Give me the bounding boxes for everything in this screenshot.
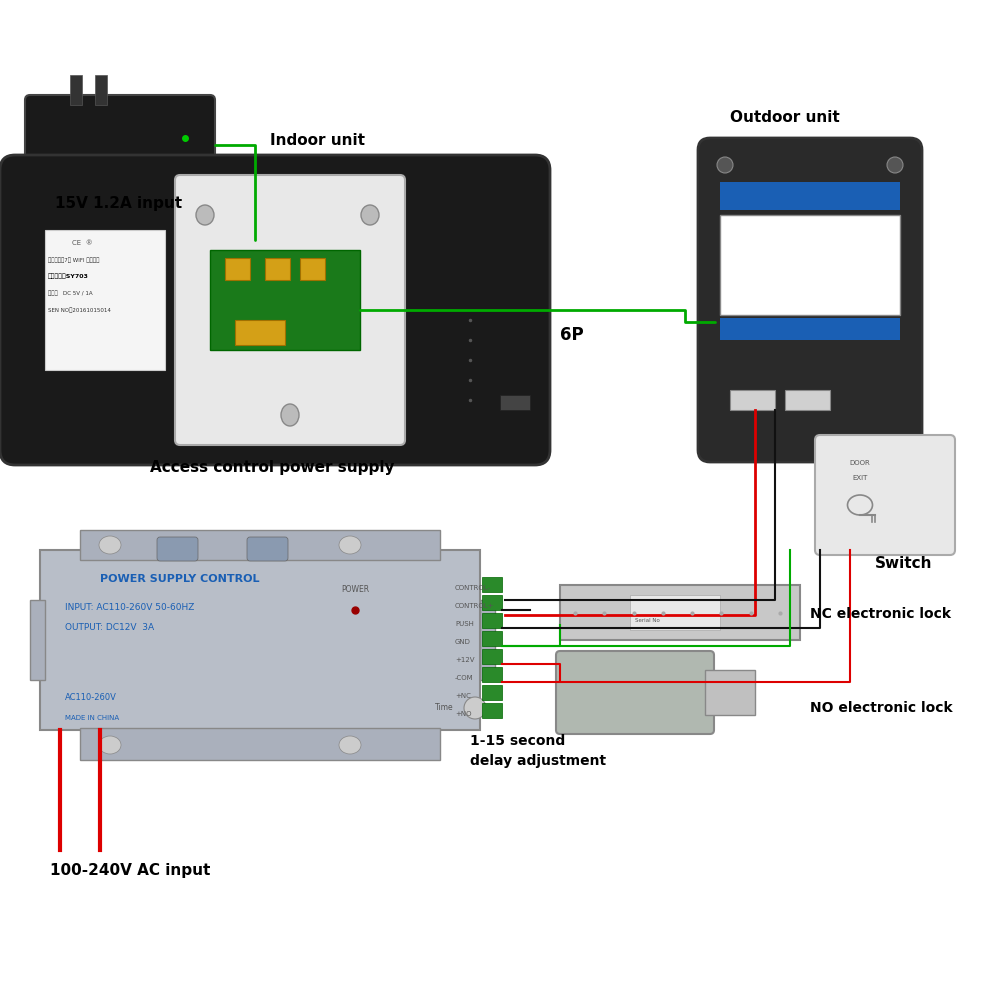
Text: +12V: +12V [455,657,475,663]
Text: SEN NO：20161015014: SEN NO：20161015014 [48,307,111,313]
FancyBboxPatch shape [157,537,198,561]
Ellipse shape [361,205,379,225]
Bar [482,613,502,628]
Ellipse shape [99,736,121,754]
Text: Time: Time [435,703,454,712]
Bar [95,75,107,105]
Text: +NC: +NC [455,693,471,699]
Ellipse shape [887,157,903,173]
Text: POWER: POWER [341,585,369,594]
Bar [70,75,82,105]
Text: EXIT: EXIT [852,475,868,481]
Text: 100-240V AC input: 100-240V AC input [50,863,210,878]
Bar [45,230,165,370]
FancyBboxPatch shape [247,537,288,561]
Bar [720,215,900,315]
Text: CONTROL-: CONTROL- [455,585,491,591]
Bar [30,600,45,680]
Bar [225,258,250,280]
Bar [482,703,502,718]
Ellipse shape [717,157,733,173]
Text: NC electronic lock: NC electronic lock [810,607,951,621]
Ellipse shape [339,736,361,754]
Text: Indoor unit: Indoor unit [270,133,365,148]
Bar [80,728,440,760]
FancyBboxPatch shape [556,651,714,734]
Bar [265,258,290,280]
Text: DOOR: DOOR [850,460,870,466]
Text: AC110-260V: AC110-260V [65,693,117,702]
FancyBboxPatch shape [0,155,550,465]
Bar [500,395,530,410]
Bar [235,320,285,345]
Ellipse shape [196,205,214,225]
Bar [560,585,800,640]
Text: 产品型号：SY703: 产品型号：SY703 [48,273,89,279]
Text: 1-15 second: 1-15 second [470,734,565,748]
Text: 6P: 6P [560,326,584,344]
Text: 电源：   DC 5V / 1A: 电源： DC 5V / 1A [48,290,93,296]
Bar [482,667,502,682]
Text: NO electronic lock: NO electronic lock [810,701,953,715]
Bar [482,649,502,664]
Text: Outdoor unit: Outdoor unit [730,110,840,125]
Bar [630,595,720,630]
Text: Serial No: Serial No [635,618,660,623]
Bar [482,631,502,646]
Text: INPUT: AC110-260V 50-60HZ: INPUT: AC110-260V 50-60HZ [65,603,194,612]
Bar [482,577,502,592]
Bar [720,182,900,210]
FancyBboxPatch shape [25,95,215,195]
Bar [480,600,495,680]
Ellipse shape [339,536,361,554]
Text: delay adjustment: delay adjustment [470,754,606,768]
Text: CE  ®: CE ® [72,240,93,246]
Bar [785,390,830,410]
Bar [482,685,502,700]
Text: Switch: Switch [875,556,932,571]
Text: -COM: -COM [455,675,474,681]
Text: POWER SUPPLY CONTROL: POWER SUPPLY CONTROL [100,574,260,584]
Bar [482,595,502,610]
FancyBboxPatch shape [40,550,480,730]
FancyBboxPatch shape [698,138,922,462]
Text: 15V 1.2A input: 15V 1.2A input [55,196,182,211]
Text: OUTPUT: DC12V  3A: OUTPUT: DC12V 3A [65,623,154,632]
Text: 产品名称：7寸 WIFI 智能门铃: 产品名称：7寸 WIFI 智能门铃 [48,257,99,263]
Ellipse shape [464,697,486,719]
FancyBboxPatch shape [815,435,955,555]
Text: +NO: +NO [455,711,472,717]
Bar [730,390,775,410]
Bar [300,258,325,280]
Text: MADE IN CHINA: MADE IN CHINA [65,715,119,721]
Text: Access control power supply: Access control power supply [150,460,394,475]
Bar [210,250,360,350]
Text: GND: GND [455,639,471,645]
Ellipse shape [281,404,299,426]
Ellipse shape [99,536,121,554]
FancyBboxPatch shape [175,175,405,445]
Text: PUSH: PUSH [455,621,474,627]
Bar [720,318,900,340]
Bar [80,530,440,560]
Bar [705,670,755,715]
Text: CONTROL+: CONTROL+ [455,603,494,609]
